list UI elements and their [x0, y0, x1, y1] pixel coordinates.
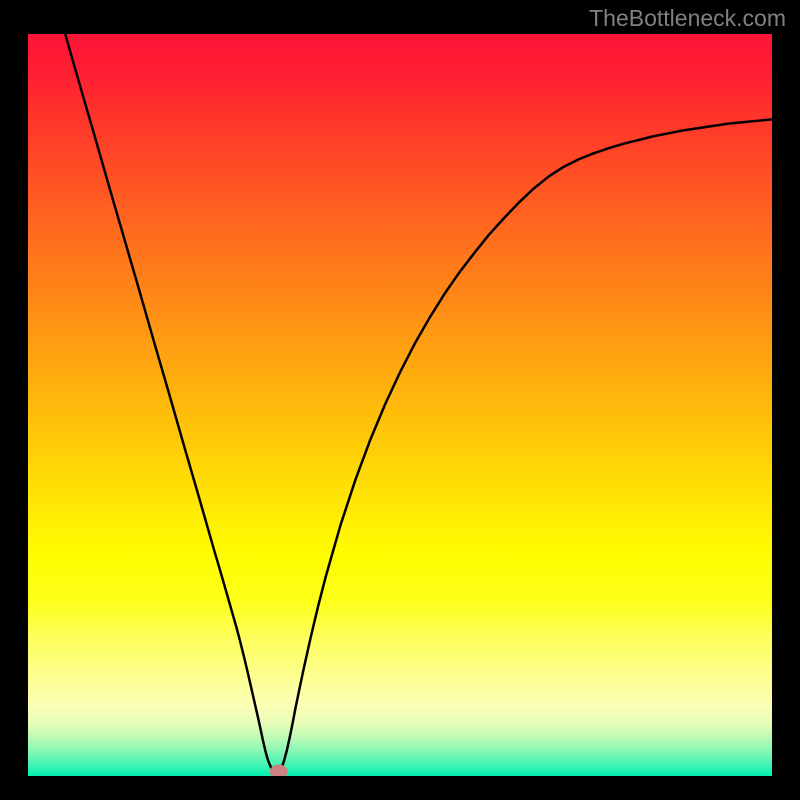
plot-area: [28, 34, 772, 776]
watermark-text: TheBottleneck.com: [589, 5, 786, 32]
plot-background: [28, 34, 772, 776]
plot-svg: [28, 34, 772, 776]
chart-container: TheBottleneck.com: [0, 0, 800, 800]
